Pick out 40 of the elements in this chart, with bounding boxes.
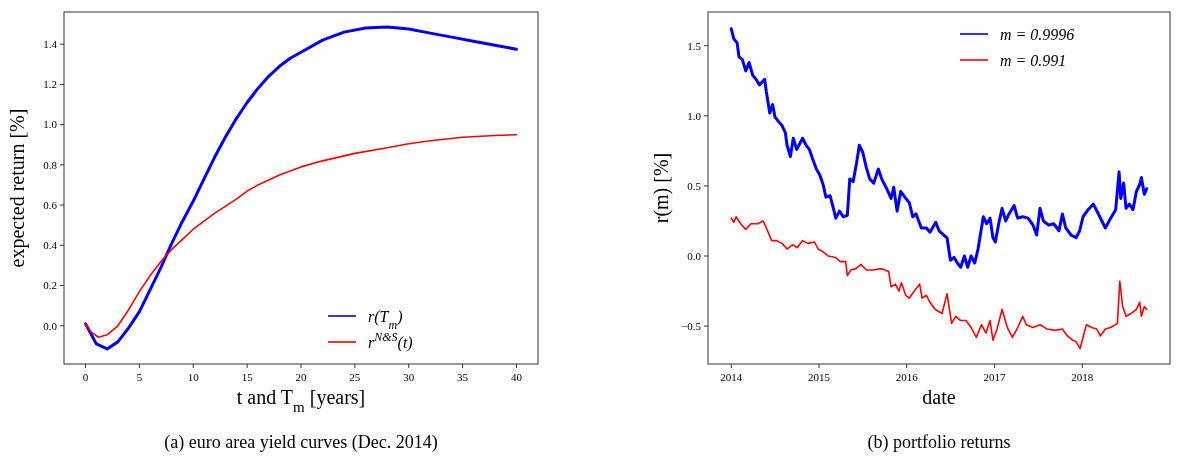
x-tick-label: 15 <box>241 371 254 383</box>
x-tick-label: 20 <box>295 371 307 383</box>
text: (a) euro area yield curves (Dec. 2014) <box>164 432 438 453</box>
y-tick-label: 1.2 <box>43 78 57 91</box>
legend-label: r(T$_{m}$) <box>368 307 403 332</box>
x-tick-label: 5 <box>136 371 143 383</box>
y-axis-title: r(m) [%] <box>650 152 673 224</box>
x-tick-label: 2017 <box>983 371 1007 383</box>
x-tick-label: 2018 <box>1071 371 1094 383</box>
y-tick-label: 0.5 <box>687 179 702 192</box>
y-axis-title: expected return [%] <box>6 108 29 268</box>
y-tick-label: 0.4 <box>43 239 58 252</box>
legend-label: m = 0.991 <box>1000 51 1067 69</box>
x-axis-title: t and T$_{m}$ [years] <box>236 386 366 415</box>
x-tick-label: 2015 <box>808 371 831 383</box>
x-tick-label: 35 <box>457 371 469 383</box>
x-tick-label: 40 <box>510 371 523 383</box>
y-tick-label: 1.5 <box>687 39 702 52</box>
y-tick-label: 0.0 <box>43 319 58 332</box>
x-tick-label: 25 <box>349 371 361 383</box>
y-tick-label: 0.0 <box>687 249 702 262</box>
x-tick-label: 30 <box>403 371 415 383</box>
text: (b) portfolio returns <box>867 432 1011 453</box>
line-series <box>84 25 518 351</box>
legend-label: m = 0.9996 <box>1000 25 1075 43</box>
y-tick-label: 1.0 <box>687 109 702 122</box>
y-tick-label: 1.0 <box>43 118 58 131</box>
y-tick-label: 0.6 <box>43 198 58 211</box>
x-tick-label: 0 <box>82 371 89 383</box>
x-tick-label: 2014 <box>720 371 743 383</box>
y-tick-label: 1.4 <box>43 38 58 51</box>
x-axis-title: date <box>922 386 956 408</box>
x-tick-label: 10 <box>187 371 200 383</box>
y-tick-label: −0.5 <box>681 319 702 332</box>
x-tick-label: 2016 <box>895 371 919 383</box>
line-series <box>729 27 1149 269</box>
y-tick-label: 0.2 <box>43 279 57 292</box>
line-series <box>730 215 1148 350</box>
y-tick-label: 0.8 <box>43 158 58 171</box>
legend-label: r$^{N&S}$(t) <box>368 329 413 352</box>
